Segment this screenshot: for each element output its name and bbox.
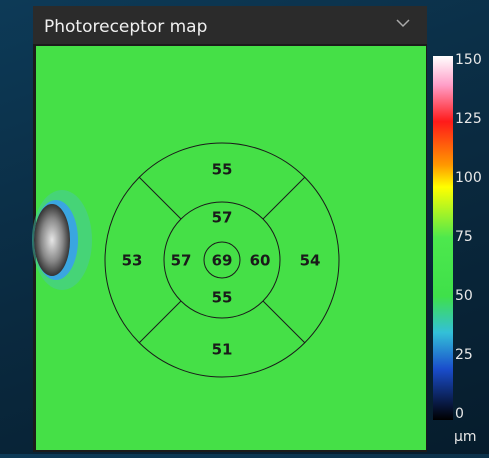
- photoreceptor-panel: Photoreceptor map 69 57 60 55 57 55 54 5…: [0, 0, 489, 454]
- colorbar-unit: μm: [454, 429, 477, 445]
- page: Photoreceptor map 69 57 60 55 57 55 54 5…: [0, 0, 489, 454]
- colorbar-tick-label: 150: [455, 52, 482, 68]
- colorbar-tick-label: 0: [455, 406, 464, 422]
- thickness-map: [36, 46, 426, 450]
- colorbar-tick-label: 50: [455, 288, 473, 304]
- colorbar-ticks: 150 125 100 75 50 25 0: [455, 52, 482, 422]
- cell-value: 57: [212, 209, 233, 227]
- cell-value: 60: [250, 252, 271, 270]
- cell-value: 53: [122, 252, 143, 270]
- cell-value: 57: [171, 252, 192, 270]
- cell-value: 55: [212, 161, 233, 179]
- cell-value: 55: [212, 289, 233, 307]
- colorbar-tick-label: 125: [455, 111, 482, 127]
- optic-disc: [34, 204, 70, 276]
- dropdown-label: Photoreceptor map: [44, 17, 207, 37]
- cell-value: 69: [212, 252, 233, 270]
- colorbar-tick-label: 100: [455, 170, 482, 186]
- cell-value: 51: [212, 341, 233, 359]
- colorbar-tick-label: 25: [455, 347, 473, 363]
- colorbar-tick-label: 75: [455, 229, 473, 245]
- colorbar: [433, 56, 453, 420]
- cell-value: 54: [300, 252, 321, 270]
